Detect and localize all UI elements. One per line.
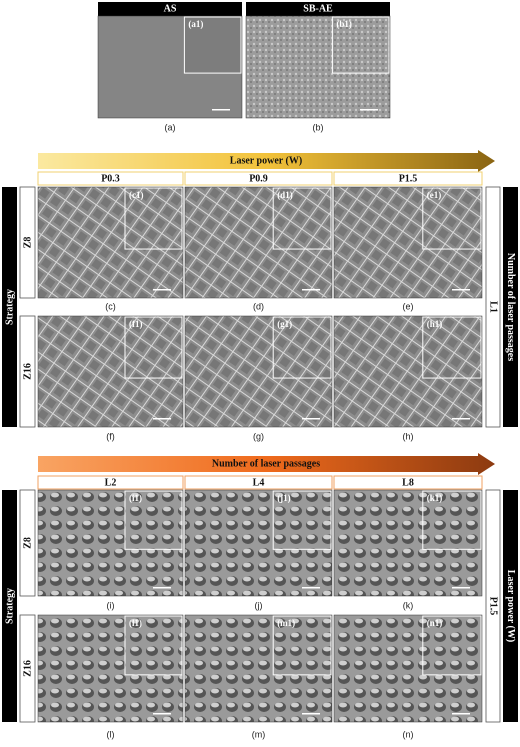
panel-label: (j) [255, 600, 263, 610]
inset-image [272, 490, 332, 550]
scale-bar [302, 289, 320, 291]
panel-header-bg [246, 2, 390, 16]
row-header-box [19, 489, 36, 597]
inset-image [331, 16, 390, 74]
inset-image [272, 187, 332, 250]
inset-label: (e1) [427, 190, 442, 200]
column-header-box [184, 171, 333, 186]
row-header: Z16 [22, 363, 33, 380]
inset-image [272, 316, 332, 379]
column-header-box [37, 475, 184, 490]
scale-bar [153, 418, 171, 420]
inset-label: (h1) [427, 319, 443, 329]
inset-label: (b1) [336, 19, 352, 29]
arrow-label: Laser power (W) [230, 155, 302, 166]
scale-bar [452, 418, 470, 420]
column-header: L4 [253, 477, 265, 488]
inset-image [124, 615, 183, 676]
arrow [38, 150, 495, 172]
side-bar [503, 490, 518, 722]
scale-bar [302, 713, 320, 715]
scale-bar [302, 418, 320, 420]
panel-header-bg [98, 2, 242, 16]
inset-label: (m1) [277, 618, 295, 628]
inset-label: (d1) [277, 190, 293, 200]
panel-label: (k) [403, 600, 414, 610]
scale-bar [153, 713, 171, 715]
panel-label: (g) [253, 431, 264, 441]
inset-image [124, 490, 183, 550]
column-header: L8 [402, 477, 414, 488]
column-header: P0.9 [249, 173, 268, 184]
row-header-box [19, 614, 36, 723]
inset-label: (n1) [427, 618, 443, 628]
arrow [38, 453, 495, 475]
panel-label: (f) [106, 431, 115, 441]
panel-label: (c) [105, 301, 116, 311]
inset-label: (i1) [129, 493, 142, 503]
scale-bar [212, 109, 230, 111]
inset-image [422, 615, 482, 676]
inset-image [422, 187, 482, 250]
side-bar [2, 187, 17, 427]
scale-bar [153, 289, 171, 291]
side-right-title: Number of laser passages [505, 253, 516, 361]
arrow-label: Number of laser passages [212, 458, 320, 469]
panel-label: (a) [165, 122, 176, 132]
side-bar [2, 490, 17, 722]
inset-label: (l1) [129, 618, 142, 628]
scale-bar [452, 713, 470, 715]
panel-label: (n) [403, 729, 414, 739]
panel-header: SB-AE [303, 3, 333, 14]
row-header: Z16 [22, 660, 33, 677]
side-right-title: Laser power (W) [505, 570, 516, 642]
panel-label: (i) [107, 600, 115, 610]
panel-label: (l) [107, 729, 115, 739]
column-header-box [333, 171, 483, 186]
inset-image [422, 316, 482, 379]
scale-bar [302, 587, 320, 589]
inset-label: (g1) [277, 319, 292, 329]
side-right-value: P1.5 [488, 597, 499, 616]
column-header-box [37, 171, 184, 186]
panel-label: (m) [252, 729, 266, 739]
panel-label: (d) [253, 301, 264, 311]
side-bar [503, 187, 518, 427]
inset-label: (a1) [188, 19, 203, 29]
row-header-box [19, 315, 36, 428]
column-header: L2 [105, 477, 117, 488]
inset-label: (j1) [277, 493, 291, 503]
inset-image [183, 16, 242, 74]
side-left-label: Strategy [4, 588, 15, 624]
row-header: Z8 [22, 537, 33, 549]
scale-bar [452, 587, 470, 589]
column-header: P1.5 [399, 173, 418, 184]
side-left-label: Strategy [4, 289, 15, 325]
side-right-value: L1 [488, 301, 499, 313]
panel-label: (h) [403, 431, 414, 441]
inset-label: (k1) [427, 493, 443, 503]
inset-label: (f1) [129, 319, 143, 329]
panel-label: (e) [403, 301, 414, 311]
row-header-box [19, 186, 36, 299]
scale-bar [452, 289, 470, 291]
inset-image [124, 187, 183, 250]
panel-header: AS [164, 3, 177, 14]
inset-label: (c1) [129, 190, 144, 200]
column-header-box [333, 475, 483, 490]
column-header: P0.3 [101, 173, 120, 184]
side-right-box [485, 186, 501, 428]
column-header-box [184, 475, 333, 490]
inset-image [422, 490, 482, 550]
row-header: Z8 [22, 237, 33, 249]
inset-image [272, 615, 332, 676]
scale-bar [360, 109, 378, 111]
panel-label: (b) [313, 122, 324, 132]
inset-image [124, 316, 183, 379]
side-right-box [485, 489, 501, 723]
scale-bar [153, 587, 171, 589]
